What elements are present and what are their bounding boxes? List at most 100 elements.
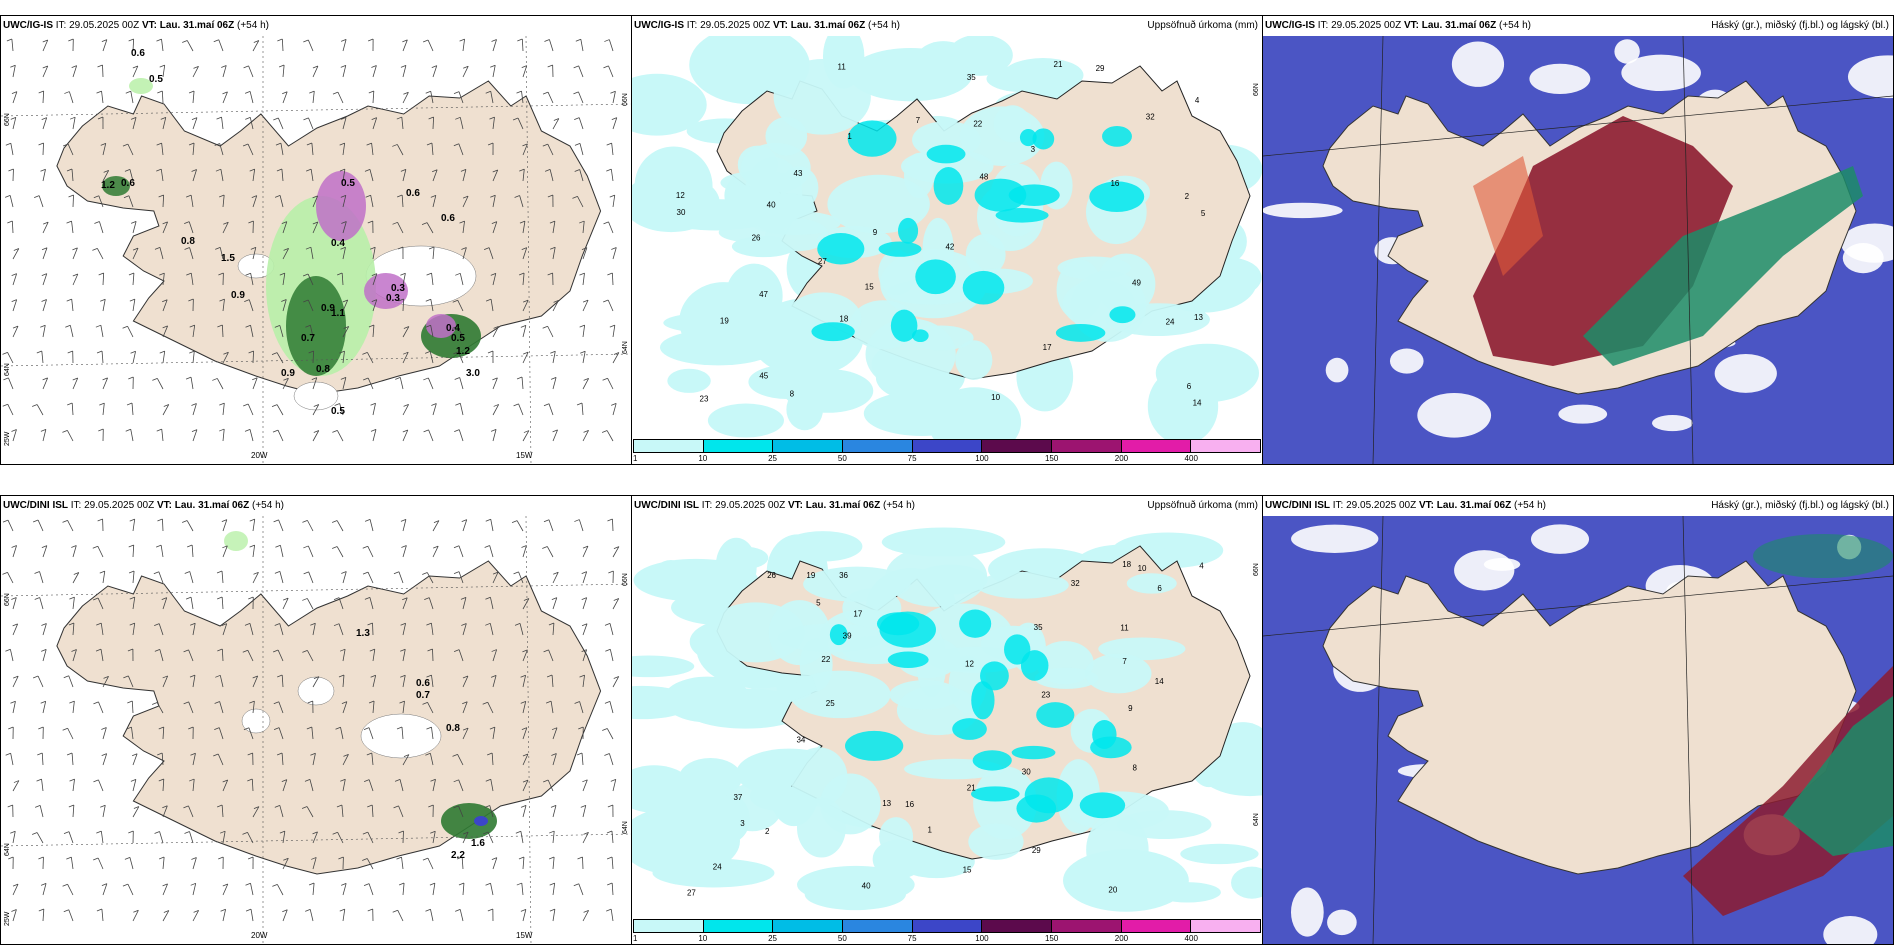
colorbar-tick-label: 25 (768, 454, 777, 463)
value-label: 23 (700, 395, 709, 404)
value-label: 0.8 (181, 236, 195, 247)
panel-title: UWC/DINI ISL IT: 29.05.2025 00Z VT: Lau.… (634, 500, 915, 511)
lat-label: 64N (622, 341, 629, 354)
value-label: 0.9 (281, 368, 295, 379)
value-label: 45 (759, 372, 768, 381)
colorbar-segment (703, 919, 774, 933)
value-label: 16 (1110, 179, 1119, 188)
lat-label: 66N (1253, 83, 1260, 96)
value-label: 0.3 (386, 293, 400, 304)
colorbar-tick-label: 50 (837, 934, 847, 943)
value-labels: 1235913152124324349161819422712117622454… (676, 60, 1206, 407)
panel-title: UWC/IG-IS IT: 29.05.2025 00Z VT: Lau. 31… (1265, 20, 1531, 31)
graticule (1263, 36, 1893, 464)
panel-variable-title: Uppsöfnuð úrkoma (mm) (1147, 500, 1258, 511)
precip-map: 1235913152124324349161819422712117622454… (632, 36, 1262, 440)
value-label: 26 (767, 571, 776, 580)
colorbar-segment (1191, 919, 1262, 933)
panel-dini-precip: UWC/DINI ISL IT: 29.05.2025 00Z VT: Lau.… (631, 495, 1263, 945)
value-label: 0.8 (316, 364, 330, 375)
colorbar-tick-label: 75 (907, 454, 917, 463)
graticule (1, 516, 631, 944)
lat-label: 66N (622, 573, 629, 586)
colorbar-segment (773, 919, 844, 933)
colorbar-segment (1191, 439, 1262, 453)
colorbar-tick-label: 10 (698, 934, 708, 943)
lat-label: 66N (1253, 563, 1260, 576)
value-label: 27 (687, 888, 696, 897)
panel-title: UWC/DINI ISL IT: 29.05.2025 00Z VT: Lau.… (3, 500, 284, 511)
lat-label: 66N (4, 593, 11, 606)
colorbar-segment (773, 439, 844, 453)
colorbar-segment (633, 439, 704, 453)
lat-label: 64N (622, 821, 629, 834)
value-label: 13 (1194, 313, 1203, 322)
lat-label: 66N (622, 93, 629, 106)
value-label: 12 (676, 191, 685, 200)
map-content (1263, 36, 1893, 464)
colorbar-segment (1121, 919, 1192, 933)
wind-map: 1.3 0.60.7 0.8 2.2 1.6 20W 15W 66N 64N 25W 66N 64N (1, 516, 631, 944)
value-label: 30 (677, 208, 686, 217)
value-labels: 1.3 0.60.7 0.8 2.2 1.6 (356, 628, 485, 861)
value-label: 0.5 (451, 333, 465, 344)
value-label: 29 (1032, 846, 1041, 855)
value-label: 15 (963, 865, 972, 874)
value-label: 32 (1071, 579, 1080, 588)
colorbar-segment (982, 919, 1053, 933)
high-cloud (1683, 534, 1893, 916)
panel-dini-cloud: UWC/DINI ISL IT: 29.05.2025 00Z VT: Lau.… (1262, 495, 1894, 945)
value-label: 0.6 (121, 178, 135, 189)
colorbar-segment (982, 439, 1053, 453)
colorbar-tick-label: 150 (1044, 454, 1059, 463)
value-label: 17 (853, 609, 862, 618)
precip-overland (706, 545, 1212, 887)
value-label: 47 (759, 290, 768, 299)
map-content (1263, 516, 1893, 944)
value-label: 29 (1096, 64, 1105, 73)
colorbar-tick-label: 10 (698, 454, 708, 463)
value-label: 0.5 (149, 74, 163, 85)
value-label: 1.1 (331, 308, 345, 319)
colorbar-tick-label: 200 (1114, 454, 1129, 463)
colorbar-segment (912, 919, 983, 933)
cloud-map (1263, 516, 1893, 944)
value-label: 5 (816, 599, 821, 608)
value-label: 3 (740, 819, 745, 828)
value-label: 0.6 (441, 213, 455, 224)
value-label: 0.6 (131, 48, 145, 59)
map-content: 0.60.51.2 0.60.60.60.91.50.80.91.10.50.40… (1, 36, 631, 464)
value-label: 13 (882, 799, 891, 808)
colorbar-labels: 1 10 25 50 75 100 150 200 400 (633, 934, 1261, 943)
value-label: 23 (1041, 691, 1050, 700)
value-label: 0.6 (416, 678, 430, 689)
value-label: 19 (806, 571, 815, 580)
colorbar-segments (633, 439, 1262, 453)
colorbar-tick-label: 50 (837, 454, 847, 463)
value-label: 2.2 (451, 850, 465, 861)
value-label: 0.9 (231, 290, 245, 301)
value-label: 6 (1157, 584, 1162, 593)
value-label: 18 (1122, 560, 1131, 569)
colorbar-tick-label: 25 (768, 934, 777, 943)
value-label: 11 (1120, 624, 1129, 633)
value-label: 1.2 (456, 346, 470, 357)
lon-label: 15W (516, 451, 533, 460)
lon-label: 20W (251, 451, 268, 460)
precip-overland (718, 58, 1210, 391)
value-label: 2 (765, 827, 770, 836)
colorbar-tick-label: 1 (633, 454, 638, 463)
colorbar-tick-label: 1 (633, 934, 638, 943)
value-label: 0.6 (406, 188, 420, 199)
panel-variable-title: Uppsöfnuð úrkoma (mm) (1147, 20, 1258, 31)
value-label: 22 (973, 119, 982, 128)
colorbar-segment (1052, 919, 1122, 933)
value-label: 15 (865, 282, 874, 291)
colorbar-tick-label: 400 (1184, 454, 1198, 463)
map-content: 1054811151820293721352413142723303932221… (632, 527, 1262, 912)
colorbar-tick-label: 100 (975, 934, 989, 943)
value-labels: 0.60.51.2 0.60.60.60.91.50.80.91.10.50.40… (101, 48, 480, 417)
value-label: 0.9 (321, 303, 335, 314)
panel-dini-wind: UWC/DINI ISL IT: 29.05.2025 00Z VT: Lau.… (0, 495, 632, 945)
value-label: 1.5 (221, 253, 235, 264)
